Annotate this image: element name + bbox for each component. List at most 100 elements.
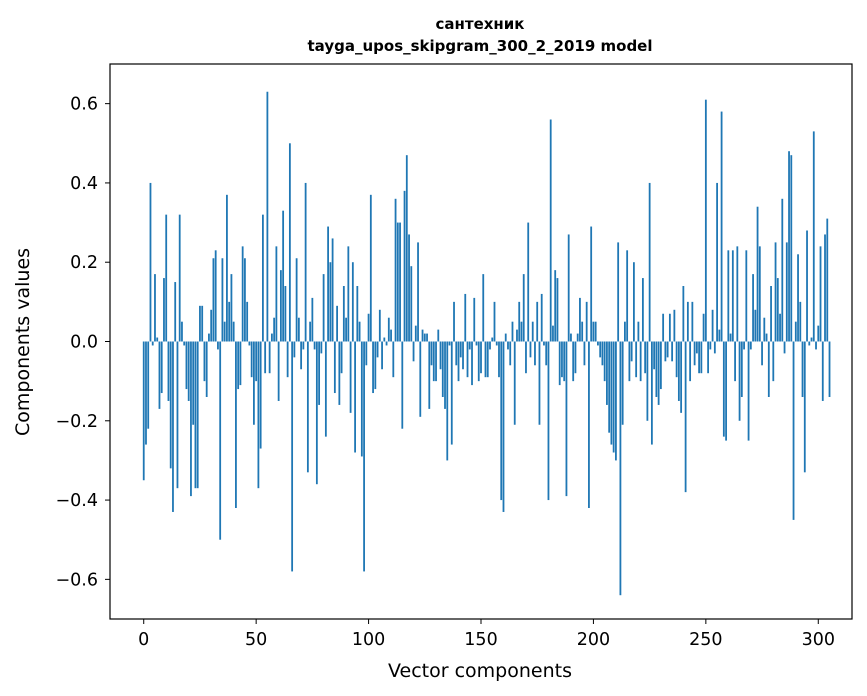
bar-263 bbox=[734, 341, 736, 382]
bar-248 bbox=[700, 341, 703, 374]
bar-118 bbox=[408, 234, 410, 342]
bar-152 bbox=[484, 341, 487, 378]
bar-261 bbox=[729, 333, 732, 342]
bar-15 bbox=[176, 341, 179, 489]
bar-299 bbox=[815, 341, 817, 350]
bar-130 bbox=[435, 341, 437, 382]
bar-136 bbox=[448, 341, 451, 346]
bar-292 bbox=[799, 301, 802, 342]
bar-119 bbox=[410, 266, 413, 342]
bar-49 bbox=[253, 341, 255, 425]
bar-277 bbox=[765, 333, 768, 342]
bar-233 bbox=[666, 341, 669, 358]
bar-122 bbox=[417, 242, 419, 342]
bar-28 bbox=[205, 341, 208, 397]
chart-title: сантехник bbox=[436, 15, 525, 33]
bar-58 bbox=[273, 317, 276, 342]
bar-287 bbox=[788, 151, 790, 342]
bar-193 bbox=[576, 333, 579, 342]
bar-107 bbox=[383, 337, 386, 342]
bar-283 bbox=[779, 313, 781, 342]
bar-222 bbox=[641, 278, 644, 342]
bar-62 bbox=[282, 210, 285, 342]
chart-subtitle: tayga_upos_skipgram_300_2_2019 model bbox=[308, 37, 653, 55]
bar-75 bbox=[311, 297, 314, 342]
bar-239 bbox=[680, 341, 683, 413]
bar-275 bbox=[761, 341, 763, 366]
bar-96 bbox=[358, 321, 361, 342]
bar-34 bbox=[219, 341, 222, 540]
bar-200 bbox=[592, 321, 595, 342]
bar-280 bbox=[772, 341, 775, 382]
bar-128 bbox=[430, 341, 433, 366]
x-tick-label-200: 200 bbox=[577, 630, 610, 650]
bar-134 bbox=[444, 341, 446, 409]
bar-236 bbox=[673, 309, 676, 342]
bar-208 bbox=[610, 341, 613, 445]
bar-272 bbox=[754, 309, 757, 342]
bar-295 bbox=[806, 230, 808, 342]
y-tick-label-0: −0.6 bbox=[56, 570, 99, 590]
bar-3 bbox=[149, 182, 152, 342]
bar-36 bbox=[223, 321, 226, 342]
bar-251 bbox=[707, 341, 709, 374]
bar-24 bbox=[196, 341, 199, 489]
bar-304 bbox=[826, 218, 829, 342]
bar-31 bbox=[212, 258, 215, 342]
bar-250 bbox=[704, 99, 707, 342]
bar-87 bbox=[338, 341, 341, 405]
bar-148 bbox=[475, 341, 478, 346]
bar-11 bbox=[167, 341, 170, 401]
bar-53 bbox=[262, 214, 264, 342]
bar-183 bbox=[554, 270, 557, 342]
bar-4 bbox=[151, 341, 154, 346]
bar-17 bbox=[181, 321, 183, 342]
bar-198 bbox=[588, 341, 590, 508]
bar-84 bbox=[331, 238, 334, 342]
bar-276 bbox=[763, 317, 766, 342]
bar-78 bbox=[318, 341, 321, 405]
bar-115 bbox=[401, 341, 404, 429]
bar-41 bbox=[235, 341, 237, 508]
bar-65 bbox=[288, 143, 291, 342]
bar-214 bbox=[624, 321, 626, 342]
bar-225 bbox=[648, 182, 651, 342]
bar-267 bbox=[743, 341, 745, 350]
bar-108 bbox=[385, 341, 388, 346]
y-tick-label-2: −0.2 bbox=[56, 412, 99, 432]
bar-66 bbox=[291, 341, 294, 572]
bar-10 bbox=[165, 214, 168, 342]
bar-94 bbox=[354, 341, 356, 453]
bar-243 bbox=[689, 341, 692, 382]
bar-188 bbox=[565, 341, 568, 497]
bar-71 bbox=[302, 341, 305, 350]
bar-173 bbox=[531, 321, 534, 342]
bar-197 bbox=[585, 301, 588, 342]
bar-91 bbox=[347, 246, 350, 342]
y-tick-label-6: 0.6 bbox=[70, 95, 98, 115]
bar-220 bbox=[637, 321, 640, 342]
bar-35 bbox=[221, 258, 224, 342]
bar-126 bbox=[426, 333, 428, 342]
bar-63 bbox=[284, 286, 287, 342]
bar-140 bbox=[457, 341, 460, 382]
bar-217 bbox=[630, 341, 633, 362]
bar-266 bbox=[740, 341, 743, 397]
bar-81 bbox=[324, 341, 327, 437]
bar-25 bbox=[199, 305, 201, 342]
bar-269 bbox=[747, 341, 750, 441]
bar-203 bbox=[599, 341, 602, 358]
bar-246 bbox=[695, 341, 698, 354]
bar-54 bbox=[264, 341, 267, 374]
bar-297 bbox=[810, 337, 813, 342]
bar-26 bbox=[201, 305, 204, 342]
bar-135 bbox=[446, 341, 449, 461]
bar-112 bbox=[394, 198, 397, 342]
bar-247 bbox=[698, 341, 700, 374]
bar-298 bbox=[812, 131, 815, 342]
bar-51 bbox=[257, 341, 260, 489]
bar-201 bbox=[594, 321, 597, 342]
bar-8 bbox=[160, 341, 163, 394]
bar-1 bbox=[145, 341, 147, 445]
